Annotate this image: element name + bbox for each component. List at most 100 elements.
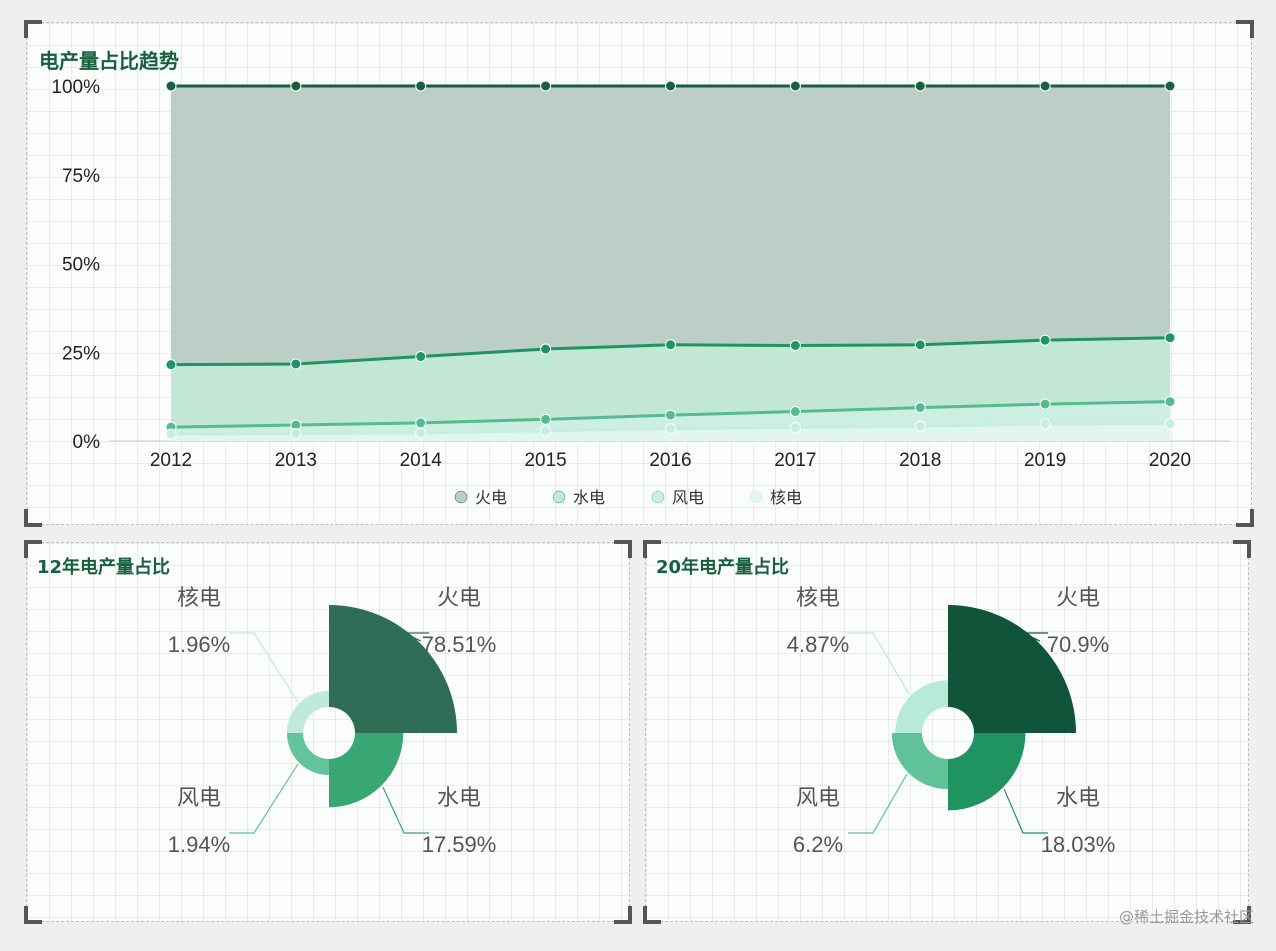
data-point	[665, 423, 676, 435]
data-point	[290, 80, 302, 92]
data-point	[415, 427, 427, 439]
x-tick-label: 2015	[524, 450, 566, 471]
x-tick-label: 2017	[774, 450, 816, 471]
slice-value-label: 1.94%	[168, 832, 230, 857]
legend-marker	[749, 490, 763, 504]
data-point	[1039, 80, 1051, 92]
data-point	[914, 80, 926, 92]
x-tick-label: 2014	[400, 450, 443, 471]
corner-bracket	[24, 906, 42, 924]
corner-bracket	[24, 540, 42, 558]
data-point	[665, 339, 676, 351]
label-leader-line	[1022, 632, 1048, 642]
x-tick-label: 2016	[649, 450, 691, 471]
corner-bracket	[1233, 906, 1251, 924]
slice-value-label: 18.03%	[1041, 832, 1116, 857]
slice-value-label: 70.9%	[1047, 632, 1109, 657]
y-tick-label: 0%	[73, 432, 101, 453]
data-point	[914, 420, 926, 432]
legend-label: 水电	[573, 489, 605, 507]
slice-value-label: 17.59%	[422, 832, 497, 857]
corner-bracket	[614, 540, 632, 558]
pie-slice-水电	[329, 733, 404, 808]
slice-value-label: 1.96%	[168, 632, 230, 657]
y-tick-label: 25%	[62, 343, 100, 364]
corner-bracket	[1233, 540, 1251, 558]
data-point	[789, 340, 801, 352]
data-point	[540, 343, 552, 355]
legend-label: 火电	[475, 489, 507, 507]
data-point	[1164, 332, 1176, 344]
slice-value-label: 6.2%	[793, 832, 843, 857]
x-tick-label: 2013	[275, 450, 317, 471]
corner-bracket	[24, 509, 42, 527]
rose-pie-chart-2020: 火电 70.9% 水电 18.03% 风电 6.2% 核电 4.87%	[787, 585, 1116, 857]
data-point	[165, 359, 177, 371]
slice-name-label: 火电	[437, 585, 481, 610]
label-leader-line	[229, 632, 299, 703]
label-leader-line	[1003, 788, 1048, 834]
data-point	[165, 80, 177, 92]
legend-marker	[552, 490, 566, 504]
pie-slice-火电	[329, 605, 457, 733]
pie-slice-核电	[286, 690, 329, 733]
data-point	[1039, 418, 1051, 430]
slice-name-label: 核电	[177, 585, 221, 610]
corner-bracket	[643, 906, 661, 924]
label-leader-line	[403, 632, 429, 642]
pie-panel-2020: 20年电产量占比 火电 70.9% 水电 18.03% 风电 6.2% 核电 4.87%	[643, 540, 1251, 924]
data-point	[290, 358, 302, 370]
data-point	[789, 422, 801, 434]
x-tick-label: 2012	[150, 450, 192, 471]
data-point	[914, 402, 926, 414]
corner-bracket	[1236, 20, 1254, 38]
trend-chart-title: 电产量占比趋势	[39, 49, 179, 73]
data-point	[1164, 80, 1176, 92]
legend-label: 风电	[672, 489, 704, 507]
data-point	[1164, 418, 1176, 430]
trend-panel: 电产量占比趋势 0% 25% 50% 75% 100% 2012 2013 2014 2015 2…	[24, 20, 1254, 527]
legend-label: 核电	[770, 489, 802, 507]
pie-slice-火电	[948, 605, 1076, 733]
data-point	[1039, 334, 1051, 346]
slice-value-label: 78.51%	[422, 632, 497, 657]
slice-name-label: 火电	[1056, 585, 1100, 610]
data-point	[789, 80, 801, 92]
y-tick-label: 75%	[62, 166, 100, 187]
data-point	[290, 428, 302, 440]
y-tick-label: 100%	[51, 77, 100, 98]
slice-name-label: 风电	[177, 785, 221, 810]
data-point	[1039, 398, 1051, 410]
corner-bracket	[24, 20, 42, 38]
x-tick-label: 2019	[1024, 450, 1066, 471]
slice-name-label: 核电	[796, 585, 840, 610]
label-leader-line	[382, 786, 429, 834]
data-point	[665, 80, 676, 92]
legend-marker	[454, 490, 468, 504]
data-point	[914, 339, 926, 351]
data-point	[540, 425, 552, 437]
data-point	[415, 80, 427, 92]
x-tick-label: 2020	[1149, 450, 1191, 471]
label-leader-line	[848, 632, 910, 695]
pie-slice-风电	[286, 733, 329, 776]
corner-bracket	[1236, 509, 1254, 527]
pie-slice-核电	[895, 680, 948, 733]
pie-2020-title: 20年电产量占比	[656, 557, 790, 578]
data-point	[415, 351, 427, 363]
data-point	[415, 417, 427, 429]
area-band-火电	[171, 86, 1170, 365]
corner-bracket	[643, 540, 661, 558]
pie-panel-2012: 12年电产量占比 火电 78.51% 水电 17.59% 风电 1.94% 核电 1.96%	[24, 540, 632, 924]
pie-slice-风电	[891, 733, 948, 790]
stacked-area-chart: 0% 25% 50% 75% 100% 2012 2013 2014 2015 2016 2017 2…	[51, 77, 1231, 507]
legend-marker	[651, 490, 665, 504]
watermark: @稀土掘金技术社区	[1118, 908, 1254, 926]
corner-bracket	[614, 906, 632, 924]
data-point	[540, 413, 552, 425]
rose-pie-chart-2012: 火电 78.51% 水电 17.59% 风电 1.94% 核电 1.96%	[168, 585, 497, 857]
y-tick-label: 50%	[62, 255, 100, 276]
slice-name-label: 水电	[1056, 785, 1100, 810]
data-point	[1164, 396, 1176, 408]
slice-value-label: 4.87%	[787, 632, 849, 657]
